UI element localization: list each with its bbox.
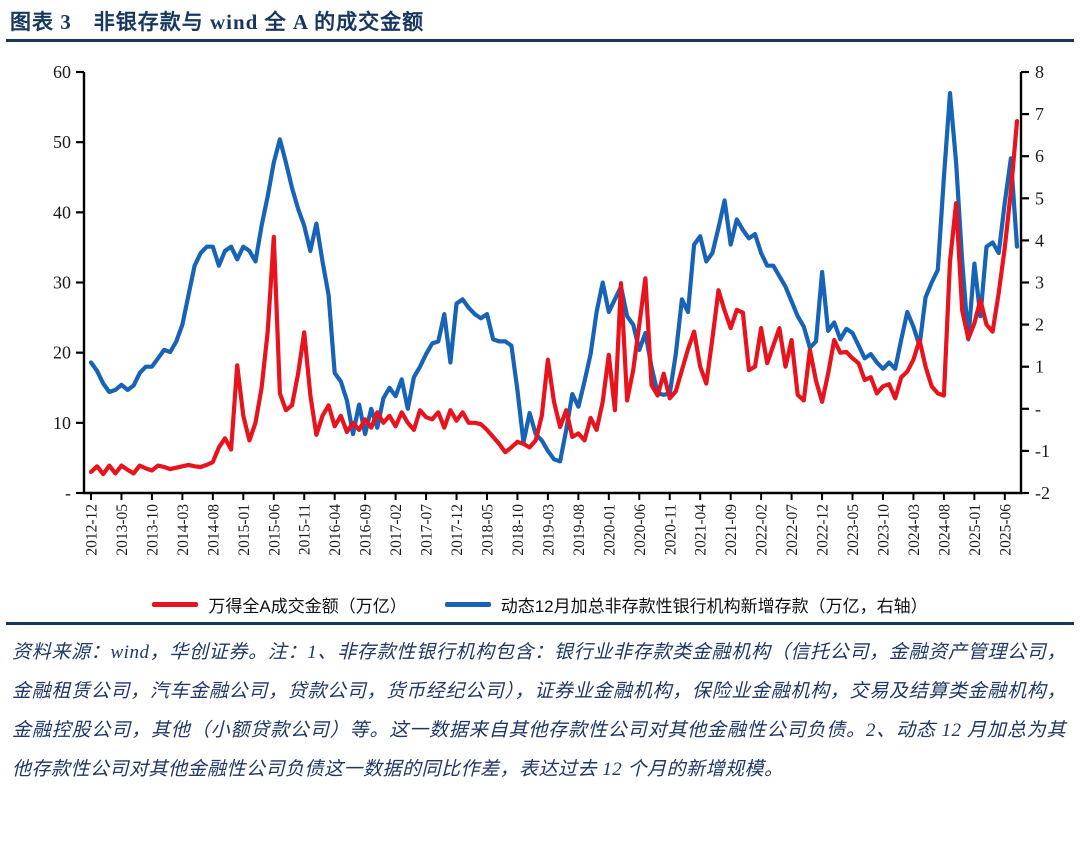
left-axis-tick-label: 40 — [53, 202, 71, 222]
left-axis-tick-label: 50 — [53, 132, 71, 152]
left-axis-tick-label: 20 — [53, 343, 71, 363]
x-axis-tick-label: 2015-01 — [236, 504, 253, 556]
right-axis-tick-label: 6 — [1035, 146, 1044, 166]
x-axis-tick-label: 2023-10 — [875, 504, 892, 556]
right-axis-tick-label: 5 — [1035, 188, 1044, 208]
x-axis-tick-label: 2012-12 — [84, 504, 101, 556]
right-axis-tick-label: 2 — [1035, 315, 1044, 335]
x-axis-tick-label: 2019-08 — [571, 504, 588, 556]
x-axis-tick-label: 2021-04 — [693, 504, 710, 556]
left-axis-tick-label: 30 — [53, 273, 71, 293]
x-axis-tick-label: 2020-06 — [632, 504, 649, 556]
x-axis-tick-label: 2014-08 — [205, 504, 222, 556]
right-axis-tick-label: - — [1035, 399, 1041, 419]
x-axis-tick-label: 2014-03 — [175, 504, 192, 556]
nonbank-deposit-line — [88, 90, 1020, 464]
x-axis-tick-label: 2019-03 — [540, 504, 557, 556]
x-axis-tick-label: 2022-02 — [754, 504, 771, 556]
x-axis-tick-label: 2022-07 — [784, 504, 801, 556]
legend-label-nonbank-deposits: 动态12月加总非存款性银行机构新增存款（万亿，右轴） — [500, 597, 928, 616]
x-axis-tick-label: 2018-10 — [510, 504, 527, 556]
x-axis-tick-label: 2016-04 — [327, 504, 344, 556]
x-axis-tick-label: 2024-08 — [936, 504, 953, 556]
right-axis-tick-label: 1 — [1035, 357, 1044, 377]
blue-line-swatch-icon — [444, 602, 491, 607]
x-axis-tick-label: 2022-12 — [815, 504, 832, 556]
x-axis-tick-label: 2025-01 — [967, 504, 984, 556]
right-axis-tick-label: 7 — [1035, 104, 1044, 124]
axis-frame — [82, 72, 1023, 495]
x-axis-tick-label: 2020-01 — [601, 504, 618, 556]
x-axis-tick-label: 2015-11 — [297, 504, 314, 555]
page-title: 图表 3 非银存款与 wind 全 A 的成交金额 — [10, 10, 425, 34]
right-axis-tick-label: -1 — [1035, 441, 1050, 461]
right-axis-tick-label: 8 — [1035, 62, 1044, 82]
left-axis-tick-label: 60 — [53, 62, 71, 82]
legend-item-trading-volume: 万得全A成交金额（万亿） — [152, 592, 407, 617]
legend-label-trading-volume: 万得全A成交金额（万亿） — [208, 597, 407, 616]
x-axis-tick-label: 2023-05 — [845, 504, 862, 556]
x-axis-tick-label: 2017-12 — [449, 504, 466, 556]
right-axis-tick-label: 3 — [1035, 273, 1044, 293]
x-axis-tick-label: 2025-06 — [997, 504, 1014, 556]
trading-volume-line — [88, 118, 1020, 477]
x-axis-tick-label: 2013-05 — [114, 504, 131, 556]
x-axis-tick-label: 2015-06 — [266, 504, 283, 556]
right-axis-tick-label: -2 — [1035, 483, 1050, 503]
legend-item-nonbank-deposits: 动态12月加总非存款性银行机构新增存款（万亿，右轴） — [444, 592, 928, 617]
dual-axis-line-chart: -10 20 30 40 50 60 -2 -1-1 2 3 4 5 6 7 8 2012-12 2013-05… — [0, 50, 1080, 595]
chart-legend: 万得全A成交金额（万亿） 动态12月加总非存款性银行机构新增存款（万亿，右轴） — [0, 592, 1080, 617]
red-line-swatch-icon — [152, 602, 199, 607]
x-axis-tick-label: 2021-09 — [723, 504, 740, 556]
left-axis-tick-label: 10 — [53, 413, 71, 433]
x-axis-tick-label: 2017-07 — [419, 504, 436, 556]
x-axis-tick-label: 2020-11 — [662, 504, 679, 555]
left-axis-tick-label: - — [65, 483, 71, 503]
x-axis-tick-label: 2024-03 — [906, 504, 923, 556]
right-axis-tick-label: 4 — [1035, 230, 1044, 250]
x-axis-tick-label: 2018-05 — [479, 504, 496, 556]
source-note: 资料来源：wind，华创证券。注：1、非存款性银行机构包含：银行业非存款类金融机… — [12, 642, 1066, 780]
footer-divider — [6, 622, 1074, 625]
x-axis-tick-label: 2017-02 — [388, 504, 405, 556]
x-axis-tick-label: 2016-09 — [358, 504, 375, 556]
x-axis-tick-label: 2013-10 — [144, 504, 161, 556]
title-divider — [6, 39, 1074, 42]
